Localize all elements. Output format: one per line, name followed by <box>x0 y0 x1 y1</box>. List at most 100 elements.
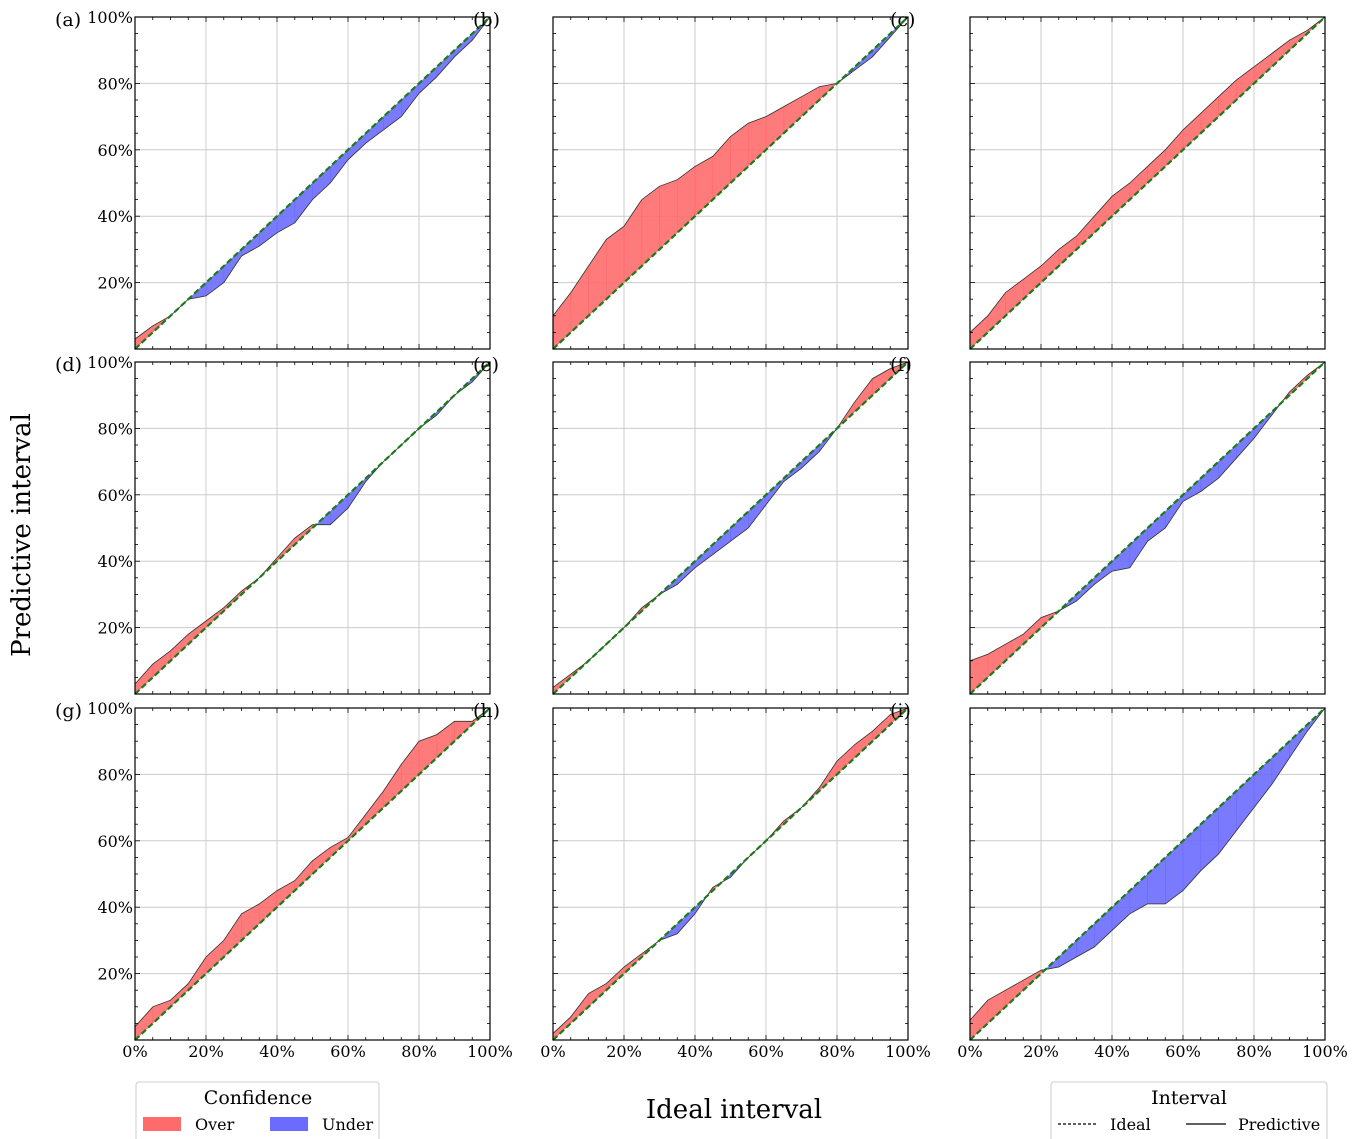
over-confidence-area <box>1094 195 1113 234</box>
y-tick-label: 80% <box>97 419 133 438</box>
under-confidence-area <box>401 82 420 118</box>
ideal-line <box>552 16 909 350</box>
over-confidence-area <box>401 740 420 792</box>
panel-label: (a) <box>55 9 81 31</box>
panel-label: (i) <box>890 700 911 722</box>
over-confidence-area <box>1200 96 1219 134</box>
legend-under-label: Under <box>322 1115 374 1134</box>
under-confidence-area <box>1236 427 1255 459</box>
over-confidence-area <box>969 999 989 1041</box>
under-confidence-area <box>330 149 349 184</box>
over-confidence-area <box>588 983 607 1008</box>
y-tick-label: 100% <box>87 353 133 372</box>
over-confidence-area <box>1218 79 1237 118</box>
x-tick-label: 20% <box>1023 1042 1059 1061</box>
over-confidence-area <box>1058 235 1077 267</box>
panel-label: (c) <box>890 9 915 31</box>
over-confidence-area <box>641 185 660 267</box>
panels-group: (a) 20% 40% 60% 80% 100% (b) (c) (d) 20% 40% 60% 80%… <box>55 8 1348 1061</box>
x-tick-label: 40% <box>677 1042 713 1061</box>
y-tick-label: 40% <box>97 898 133 917</box>
predictive-line <box>134 707 491 1027</box>
panel-label: (h) <box>473 700 500 722</box>
under-confidence-area <box>748 494 767 529</box>
ideal-line <box>552 707 909 1041</box>
over-confidence-area <box>765 106 785 151</box>
predictive-line <box>969 707 1326 1021</box>
over-confidence-area <box>1023 265 1042 300</box>
y-tick-label: 100% <box>87 699 133 718</box>
over-confidence-area <box>1129 165 1148 201</box>
predictive-line <box>134 361 491 685</box>
legend-over-label: Over <box>195 1115 235 1134</box>
under-confidence-area <box>312 165 331 201</box>
over-confidence-area <box>783 96 802 134</box>
legend-confidence-frame <box>135 1081 380 1139</box>
panel-f: (f) <box>890 354 1326 695</box>
y-tick-label: 20% <box>97 619 133 638</box>
y-tick-label: 60% <box>97 486 133 505</box>
over-confidence-area <box>383 763 402 809</box>
under-confidence-area <box>1129 873 1148 915</box>
x-tick-label: 0% <box>957 1042 982 1061</box>
legend-confidence: Confidence Over Under <box>135 1081 380 1139</box>
ideal-line <box>134 361 491 695</box>
x-tick-label: 80% <box>401 1042 437 1061</box>
predictive-line <box>552 707 909 1034</box>
over-confidence-area <box>1005 278 1024 317</box>
over-confidence-area <box>588 238 607 317</box>
ideal-line <box>969 361 1326 695</box>
predictive-line <box>552 16 909 317</box>
panel-c: (c) <box>890 9 1326 350</box>
panel-g: (g) 20% 40% 60% 80% 100% 0% 20% 40% 60% 80% 100% <box>55 699 513 1061</box>
under-confidence-area <box>1236 773 1255 832</box>
x-tick-label: 60% <box>330 1042 366 1061</box>
over-confidence-area <box>205 939 225 975</box>
ideal-line <box>969 16 1326 350</box>
over-confidence-area <box>1040 248 1060 284</box>
x-tick-label: 0% <box>122 1042 147 1061</box>
y-tick-label: 40% <box>97 552 133 571</box>
x-axis-title: Ideal interval <box>646 1095 822 1125</box>
panel-label: (d) <box>55 354 82 376</box>
under-confidence-area <box>1271 740 1290 786</box>
over-confidence-area <box>1182 112 1202 151</box>
y-tick-label: 40% <box>97 207 133 226</box>
over-confidence-area <box>1236 66 1255 101</box>
legend-interval: Interval Ideal Predictive <box>1050 1081 1328 1139</box>
over-confidence-area <box>170 983 189 1008</box>
y-tick-label: 80% <box>97 74 133 93</box>
x-tick-label: 100% <box>467 1042 513 1061</box>
x-tick-label: 100% <box>885 1042 931 1061</box>
panel-label: (b) <box>473 9 500 31</box>
x-tick-label: 0% <box>540 1042 565 1061</box>
under-confidence-area <box>454 33 473 58</box>
over-confidence-area <box>294 524 313 546</box>
y-tick-label: 60% <box>97 141 133 160</box>
under-confidence-area <box>1165 494 1184 529</box>
panel-d: (d) 20% 40% 60% 80% 100% <box>55 353 491 695</box>
y-tick-label: 100% <box>87 8 133 27</box>
ideal-line <box>969 707 1326 1041</box>
over-confidence-area <box>241 903 260 941</box>
panel-label: (e) <box>473 354 499 376</box>
x-tick-label: 60% <box>748 1042 784 1061</box>
legend-predictive-label: Predictive <box>1238 1115 1320 1134</box>
panel-h: (h) 0% 20% 40% 60% 80% 100% <box>473 700 931 1061</box>
y-axis-title: Predictive interval <box>7 413 37 657</box>
legend-ideal-label: Ideal <box>1110 1115 1151 1134</box>
legend-interval-title: Interval <box>1151 1087 1227 1109</box>
under-confidence-area <box>1165 840 1184 905</box>
over-confidence-area <box>1111 182 1131 217</box>
panel-e: (e) <box>473 354 909 695</box>
predictive-line <box>969 361 1326 662</box>
legend-under-swatch <box>270 1117 308 1131</box>
under-confidence-area <box>223 248 242 284</box>
panel-label: (g) <box>55 700 82 722</box>
over-confidence-area <box>223 912 242 958</box>
under-confidence-area <box>1129 527 1148 569</box>
x-tick-label: 20% <box>606 1042 642 1061</box>
over-confidence-area <box>570 265 589 333</box>
under-confidence-area <box>1058 939 1077 968</box>
